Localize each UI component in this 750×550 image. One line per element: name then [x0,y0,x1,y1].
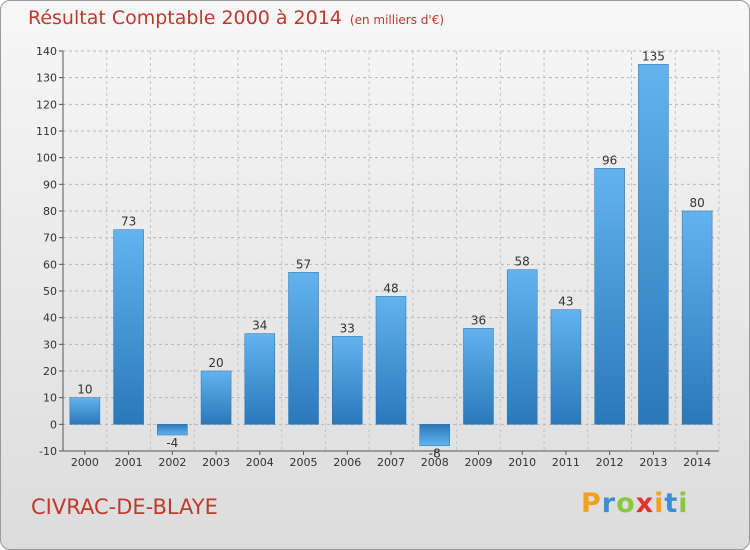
bar-2007 [375,296,407,425]
data-label-2007: 48 [383,281,398,295]
x-tick-label: 2011 [552,456,580,469]
y-tick-label: 30 [43,338,57,351]
data-label-2003: 20 [208,356,223,370]
y-tick-label: 140 [36,45,57,58]
x-tick-label: 2005 [290,456,318,469]
x-tick-label: 2010 [508,456,536,469]
y-tick-label: 80 [43,205,57,218]
bar-2000 [69,397,101,425]
data-label-2010: 58 [515,255,530,269]
x-tick-label: 2006 [333,456,361,469]
data-label-2005: 57 [296,257,311,271]
y-tick-label: 40 [43,312,57,325]
x-tick-label: 2012 [596,456,624,469]
chart-unit: (en milliers d'€) [349,13,445,27]
x-tick-label: 2009 [464,456,492,469]
bar-2009 [463,328,494,425]
bar-2010 [506,269,538,425]
data-label-2004: 34 [252,319,267,333]
bar-2003 [200,370,232,425]
x-tick-label: 2013 [639,456,667,469]
x-tick-label: 2008 [421,456,449,469]
data-label-2011: 43 [558,295,573,309]
x-tick-label: 2014 [683,456,711,469]
logo-letter: r [601,488,617,519]
logo-letter: P [581,488,602,519]
y-tick-label: 120 [36,98,57,111]
y-tick-label: 50 [43,285,57,298]
data-label-2001: 73 [121,215,136,229]
x-tick-label: 2007 [377,456,405,469]
logo-letter: i [654,488,665,519]
y-tick-label: 130 [36,72,57,85]
y-tick-label: -10 [39,445,57,458]
y-tick-label: 60 [43,258,57,271]
data-label-2013: 135 [642,49,665,63]
y-tick-label: 90 [43,178,57,191]
data-label-2006: 33 [340,321,355,335]
y-tick-label: 110 [36,125,57,138]
bar-2011 [550,309,582,425]
bar-2012 [594,168,625,425]
bar-2005 [288,272,319,425]
x-tick-label: 2003 [202,456,230,469]
bar-2004 [244,333,276,425]
x-tick-label: 2001 [115,456,143,469]
y-tick-label: 70 [43,232,57,245]
data-label-2008: -8 [429,447,441,461]
bar-2002 [157,424,188,436]
logo-letter: i [678,488,689,519]
y-tick-label: 10 [43,392,57,405]
x-tick-label: 2000 [71,456,99,469]
bars [69,64,713,446]
data-label-2002: -4 [166,436,178,450]
y-tick-label: 100 [36,152,57,165]
bar-2014 [681,210,713,425]
bar-2008 [419,424,450,446]
logo-letter: x [635,488,655,519]
bar-2006 [332,336,363,425]
logo-letter: o [616,488,636,519]
bar-2001 [113,229,144,425]
y-tick-label: 0 [50,418,57,431]
data-labels: 10 73 -4 20 34 57 33 48 -8 36 58 43 96 135 80 [77,49,705,460]
location-label: CIVRAC-DE-BLAYE [31,495,218,519]
bar-2013 [638,64,669,425]
chart-title: Résultat Comptable 2000 à 2014 (en millie… [28,7,444,29]
x-tick-label: 2002 [158,456,186,469]
data-label-2014: 80 [689,196,704,210]
data-label-2000: 10 [77,383,92,397]
chart-title-text: Résultat Comptable 2000 à 2014 [28,7,342,29]
x-tick-label: 2004 [246,456,274,469]
logo-letter: t [664,488,679,519]
data-label-2009: 36 [471,313,486,327]
proxiti-logo: Proxiti [581,488,689,519]
data-label-2012: 96 [602,153,617,167]
y-tick-label: 20 [43,365,57,378]
axes: -10 0 10 20 30 40 50 60 70 80 90 100 110 120 130 140 200… [36,45,719,469]
